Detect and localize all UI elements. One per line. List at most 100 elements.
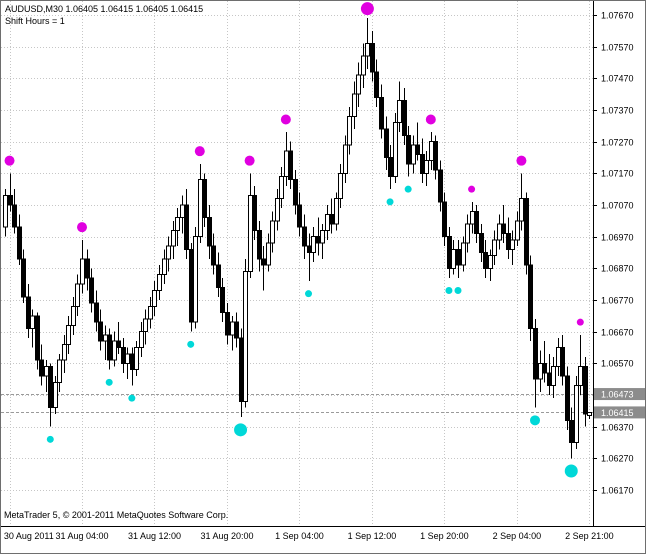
candle-body — [75, 283, 80, 307]
candle-body — [202, 179, 207, 219]
swing-low-marker — [105, 378, 113, 386]
candle-body — [501, 223, 506, 234]
swing-high-marker — [194, 146, 205, 157]
candle-body — [316, 236, 321, 244]
candle-body — [438, 169, 443, 203]
ask-price-marker — [594, 388, 645, 401]
candle-body — [442, 201, 447, 238]
candle-body — [157, 274, 162, 291]
candle-body — [17, 226, 22, 260]
candle-body — [148, 305, 153, 320]
candle-body — [578, 366, 583, 386]
candle-body — [234, 321, 239, 339]
candle-body — [338, 172, 343, 200]
candle-body — [8, 195, 13, 206]
candle-body — [402, 100, 407, 136]
candle-body — [134, 347, 139, 371]
swing-high-marker — [468, 185, 476, 193]
candle-body — [3, 195, 8, 228]
candle-body — [103, 334, 108, 342]
candle-body — [80, 258, 85, 285]
candle-body — [85, 258, 90, 279]
swing-high-marker — [77, 222, 88, 233]
candle-body — [66, 324, 71, 345]
candle-body — [574, 385, 579, 443]
x-axis-label: 2 Sep 21:00 — [565, 531, 614, 541]
candle-body — [433, 141, 438, 171]
candle-body — [307, 245, 312, 254]
candle-body — [193, 236, 198, 323]
candle-body — [297, 204, 302, 228]
y-axis-label: 1.07570 — [601, 43, 634, 53]
candle-body — [370, 43, 375, 73]
y-axis-label: 1.07370 — [601, 106, 634, 116]
price-scale[interactable] — [593, 1, 646, 526]
candle-body — [239, 337, 244, 402]
y-axis-label: 1.07670 — [601, 11, 634, 21]
y-axis-label: 1.06670 — [601, 328, 634, 338]
price-scale-background — [594, 1, 645, 553]
bid-price-marker — [594, 406, 645, 419]
candle-body — [139, 331, 144, 348]
candle-body — [35, 315, 40, 361]
candle-body — [171, 229, 176, 247]
candle-body — [451, 248, 456, 269]
candle-body — [479, 233, 484, 253]
candle-body — [420, 153, 425, 174]
candle-body — [565, 375, 570, 421]
candle-body — [329, 214, 334, 225]
candle-body — [284, 150, 289, 178]
y-axis-label: 1.07070 — [601, 201, 634, 211]
candle-body — [112, 340, 117, 361]
candle-body — [515, 220, 520, 241]
swing-low-marker — [234, 423, 248, 437]
candle-body — [230, 321, 235, 336]
candle-body — [121, 347, 126, 364]
candle-body — [411, 144, 416, 165]
x-axis-label: 31 Aug 04:00 — [55, 531, 108, 541]
swing-low-marker — [128, 394, 136, 402]
candle-body — [583, 366, 588, 415]
candle-body — [89, 277, 94, 304]
ask-price-marker-label: 1.06473 — [601, 390, 634, 400]
swing-high-marker — [516, 155, 527, 166]
candle-body — [39, 359, 44, 377]
x-axis-label: 1 Sep 12:00 — [348, 531, 397, 541]
candle-body — [94, 302, 99, 323]
candle-body — [180, 204, 185, 219]
candle-body — [429, 141, 434, 162]
candle-body — [98, 321, 103, 342]
y-axis-label: 1.06970 — [601, 233, 634, 243]
candle-body — [320, 229, 325, 244]
x-axis-label: 30 Aug 2011 — [4, 531, 54, 541]
candle-body — [198, 179, 203, 238]
candle-body — [116, 340, 121, 348]
candle-body — [492, 239, 497, 257]
candle-body — [474, 210, 479, 234]
swing-high-marker — [576, 318, 584, 326]
y-axis-label: 1.07170 — [601, 169, 634, 179]
candle-body — [424, 160, 429, 174]
candle-body — [252, 195, 257, 231]
candle-body — [53, 381, 58, 409]
swing-high-marker — [244, 155, 255, 166]
swing-high-marker — [280, 114, 291, 125]
swing-low-marker — [530, 415, 541, 426]
swing-high-marker — [360, 2, 374, 16]
candle-body — [166, 245, 171, 260]
candle-body — [189, 248, 194, 323]
candle-body — [547, 372, 552, 387]
candle-body — [379, 96, 384, 130]
candle-body — [524, 198, 529, 266]
candle-body — [374, 71, 379, 98]
candle-body — [560, 347, 565, 377]
candle-body — [275, 198, 280, 222]
swing-low-marker — [46, 435, 54, 443]
candle-body — [488, 255, 493, 269]
time-scale[interactable] — [1, 526, 646, 554]
candle-body — [538, 362, 543, 380]
candle-body — [293, 179, 298, 206]
candle-body — [519, 198, 524, 222]
